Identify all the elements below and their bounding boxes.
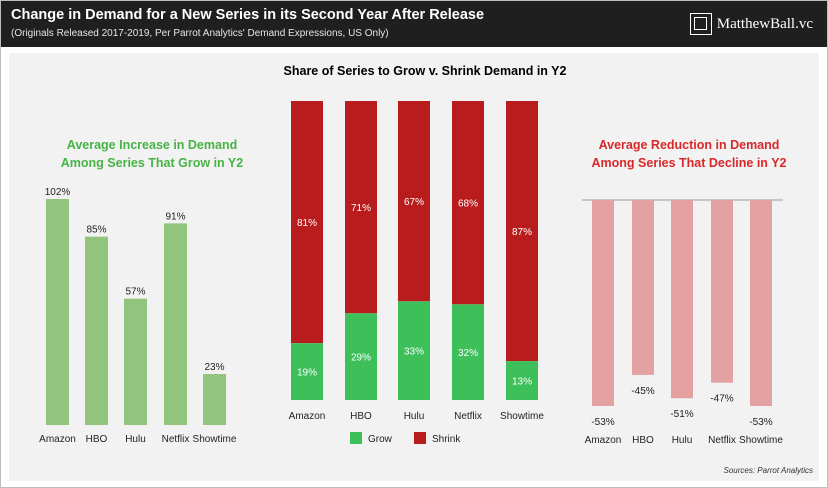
left-value-label: 102% — [45, 187, 71, 198]
right-bar-hbo — [632, 200, 654, 375]
left-value-label: 91% — [165, 211, 185, 222]
brand-logo-icon — [689, 13, 712, 35]
middle-bar-shrink-hbo — [345, 101, 377, 314]
right-category-label: Amazon — [585, 435, 622, 446]
middle-bar-shrink-hulu — [398, 101, 430, 302]
middle-grow-label: 32% — [458, 348, 478, 359]
middle-grow-label: 13% — [512, 377, 532, 388]
right-value-label: -51% — [670, 409, 693, 420]
left-category-label: Showtime — [193, 434, 237, 445]
right-category-label: Netflix — [708, 435, 736, 446]
middle-grow-label: 29% — [351, 353, 371, 364]
left-value-label: 57% — [125, 287, 145, 298]
right-bar-hulu — [671, 200, 693, 399]
right-category-label: Hulu — [672, 435, 693, 446]
charts-canvas: Average Increase in Demand Among Series T… — [39, 64, 787, 446]
page-subtitle: (Originals Released 2017-2019, Per Parro… — [11, 28, 389, 39]
left-chart-title-line: Among Series That Grow in Y2 — [61, 156, 243, 170]
middle-bar-grow-hulu — [398, 301, 430, 400]
middle-shrink-label: 68% — [458, 199, 478, 210]
legend-shrink-label: Shrink — [432, 434, 461, 445]
middle-category-label: HBO — [350, 411, 372, 422]
right-value-label: -47% — [710, 394, 733, 405]
left-bar-netflix — [164, 223, 187, 425]
middle-chart-title: Share of Series to Grow v. Shrink Demand… — [284, 64, 567, 78]
chart-panel: Average Increase in Demand Among Series T… — [9, 53, 819, 481]
page-title: Change in Demand for a New Series in its… — [11, 7, 485, 23]
left-category-label: HBO — [86, 434, 108, 445]
middle-grow-label: 19% — [297, 368, 317, 379]
right-value-label: -53% — [591, 417, 614, 428]
left-value-label: 23% — [204, 362, 224, 373]
middle-shrink-label: 81% — [297, 218, 317, 229]
left-value-label: 85% — [86, 225, 106, 236]
left-bar-amazon — [46, 199, 69, 425]
legend-grow-label: Grow — [368, 434, 393, 445]
middle-grow-label: 33% — [404, 347, 424, 358]
brand: MatthewBall.vc — [689, 11, 813, 37]
middle-category-label: Hulu — [404, 411, 425, 422]
middle-bar-grow-showtime — [506, 361, 538, 400]
left-bar-showtime — [203, 374, 226, 425]
left-bar-hulu — [124, 298, 147, 425]
right-chart-title-line: Among Series That Decline in Y2 — [592, 156, 787, 170]
left-category-label: Netflix — [162, 434, 190, 445]
right-value-label: -45% — [631, 386, 654, 397]
right-bar-showtime — [750, 200, 772, 406]
middle-bar-shrink-amazon — [291, 101, 323, 344]
middle-category-label: Showtime — [500, 411, 544, 422]
brand-name: MatthewBall.vc — [716, 15, 813, 32]
legend-shrink-swatch — [414, 432, 426, 444]
left-category-label: Hulu — [125, 434, 146, 445]
legend-grow-swatch — [350, 432, 362, 444]
header-bar: Change in Demand for a New Series in its… — [1, 1, 827, 47]
right-bar-amazon — [592, 200, 614, 406]
middle-bar-grow-hbo — [345, 313, 377, 400]
middle-bar-grow-amazon — [291, 343, 323, 400]
right-bar-netflix — [711, 200, 733, 383]
right-category-label: HBO — [632, 435, 654, 446]
middle-category-label: Netflix — [454, 411, 482, 422]
middle-bar-shrink-netflix — [452, 101, 484, 305]
middle-shrink-label: 71% — [351, 203, 371, 214]
left-category-label: Amazon — [39, 434, 76, 445]
middle-shrink-label: 67% — [404, 197, 424, 208]
right-value-label: -53% — [749, 417, 772, 428]
left-bar-hbo — [85, 236, 108, 425]
source-note: Sources: Parrot Analytics — [723, 466, 813, 475]
middle-category-label: Amazon — [289, 411, 326, 422]
middle-bar-shrink-showtime — [506, 101, 538, 362]
middle-shrink-label: 87% — [512, 227, 532, 238]
right-chart-title-line: Average Reduction in Demand — [599, 138, 780, 152]
left-chart-title-line: Average Increase in Demand — [67, 138, 237, 152]
middle-bar-grow-netflix — [452, 304, 484, 400]
right-category-label: Showtime — [739, 435, 783, 446]
